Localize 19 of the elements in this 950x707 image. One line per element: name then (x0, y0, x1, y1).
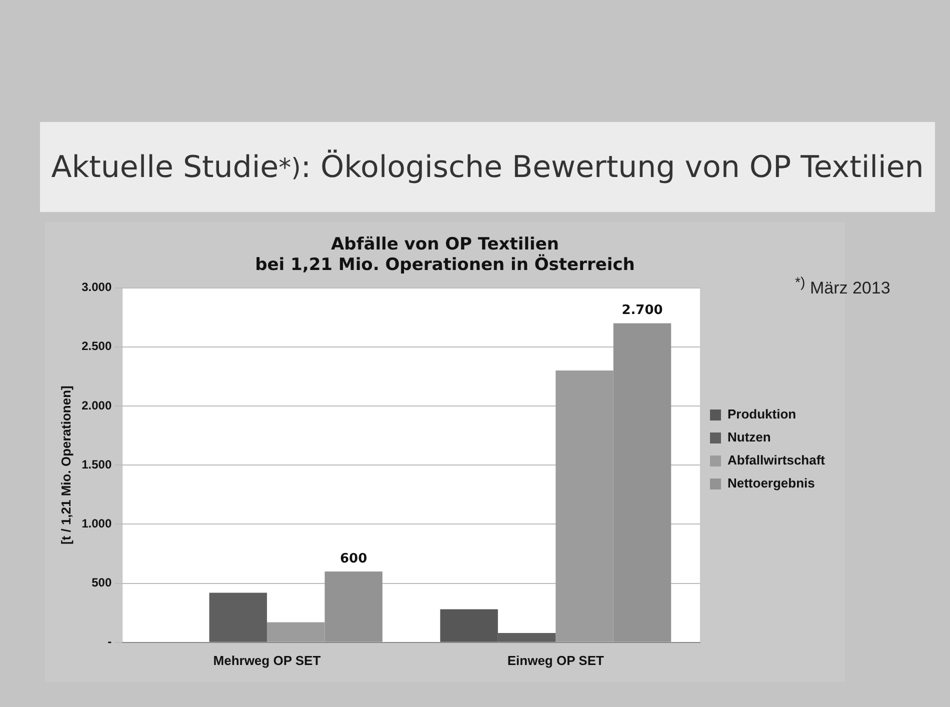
legend-label: Nettoergebnis (727, 476, 815, 491)
y-tick-label: - (108, 634, 112, 649)
y-tick-label: 1.500 (82, 457, 112, 472)
y-axis-title: [t / 1,21 Mio. Operationen] (58, 386, 74, 545)
y-tick-label: 2.500 (82, 339, 112, 354)
data-label: 600 (340, 551, 368, 566)
legend-label: Abfallwirtschaft (727, 452, 826, 468)
y-tick-label: 3.000 (82, 280, 112, 294)
x-tick-label: Einweg OP SET (507, 652, 604, 668)
data-label: 2.700 (622, 303, 663, 318)
chart-subtitle: Abfälle von OP Textilien bei 1,21 Mio. Operationen in Österreich (255, 234, 635, 276)
y-tick-label: 2.000 (82, 398, 112, 412)
y-tick-label: 500 (92, 576, 112, 590)
legend-label: Nutzen (727, 430, 771, 445)
x-tick-label: Mehrweg OP SET (213, 652, 321, 668)
bar (209, 592, 267, 642)
legend-label: Produktion (727, 406, 796, 422)
text: $^{*)}$ März 2013 (795, 275, 890, 299)
y-tick-label: 1.000 (82, 516, 112, 531)
